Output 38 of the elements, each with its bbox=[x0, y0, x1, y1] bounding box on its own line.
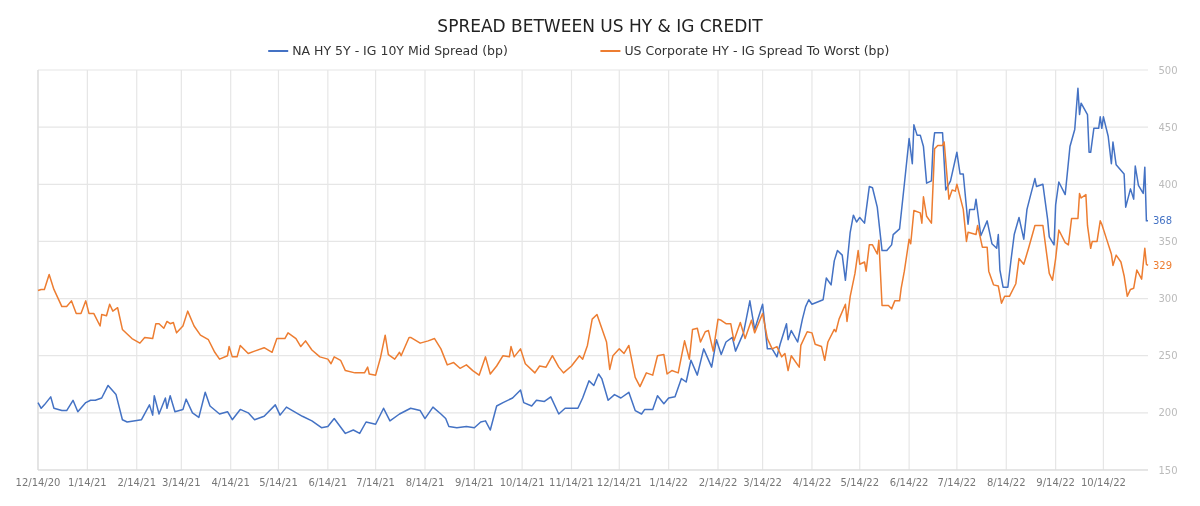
x-tick-label: 10/14/21 bbox=[499, 477, 545, 488]
y-tick-label: 450 bbox=[1158, 121, 1178, 133]
y-tick-label: 350 bbox=[1158, 235, 1178, 247]
line-series bbox=[37, 87, 1149, 435]
y-tick-label: 250 bbox=[1158, 350, 1178, 362]
legend-label: NA HY 5Y - IG 10Y Mid Spread (bp) bbox=[292, 43, 508, 58]
x-tick-label: 11/14/21 bbox=[549, 477, 594, 488]
x-tick-label: 6/14/21 bbox=[308, 477, 348, 488]
y-tick-label: 150 bbox=[1158, 464, 1178, 476]
x-tick-label: 7/14/21 bbox=[356, 477, 395, 488]
chart-title: SPREAD BETWEEN US HY & IG CREDIT bbox=[437, 16, 764, 36]
x-tick-label: 5/14/22 bbox=[840, 477, 880, 488]
y-tick-label: 300 bbox=[1158, 293, 1178, 305]
line-series bbox=[37, 141, 1149, 388]
x-tick-label: 6/14/22 bbox=[889, 477, 929, 488]
x-tick-label: 9/14/21 bbox=[455, 477, 494, 488]
x-tick-label: 10/14/22 bbox=[1080, 477, 1126, 488]
x-tick-label: 2/14/21 bbox=[117, 477, 157, 488]
x-tick-label: 4/14/22 bbox=[792, 477, 832, 488]
annotation: 368 bbox=[1153, 215, 1173, 227]
legend-label: US Corporate HY - IG Spread To Worst (bp) bbox=[624, 43, 890, 58]
x-tick-label: 1/14/21 bbox=[68, 477, 107, 488]
x-tick-label: 9/14/22 bbox=[1036, 477, 1075, 488]
y-tick-label: 200 bbox=[1158, 407, 1178, 419]
annotation: 329 bbox=[1153, 259, 1173, 271]
x-tick-label: 5/14/21 bbox=[259, 477, 298, 488]
x-tick-label: 8/14/22 bbox=[986, 477, 1026, 488]
x-tick-label: 3/14/22 bbox=[743, 477, 782, 488]
x-tick-label: 8/14/21 bbox=[405, 477, 445, 488]
x-tick-label: 7/14/22 bbox=[937, 477, 977, 488]
x-tick-label: 1/14/22 bbox=[649, 477, 688, 488]
x-tick-label: 2/14/22 bbox=[698, 477, 738, 488]
x-tick-label: 3/14/21 bbox=[162, 477, 201, 488]
x-tick-label: 12/14/20 bbox=[15, 477, 61, 488]
x-tick-label: 4/14/21 bbox=[211, 477, 250, 488]
x-tick-label: 12/14/21 bbox=[596, 477, 642, 488]
y-tick-label: 500 bbox=[1158, 64, 1178, 76]
y-tick-label: 400 bbox=[1158, 178, 1178, 190]
